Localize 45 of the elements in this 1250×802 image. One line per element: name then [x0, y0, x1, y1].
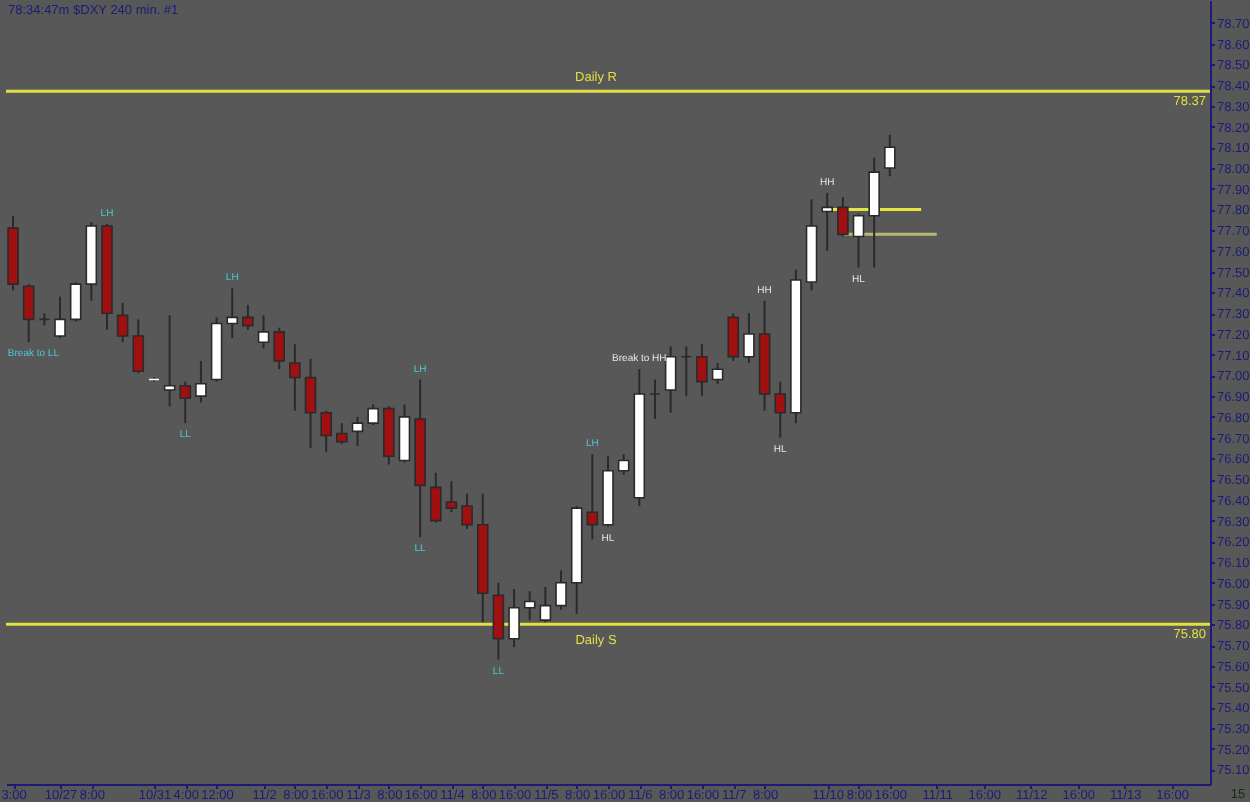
candlestick: [195, 359, 207, 404]
candlestick: [743, 312, 755, 364]
candlestick: [774, 380, 787, 439]
candlestick: [289, 343, 301, 412]
candlestick: [664, 345, 677, 414]
candlestick: [304, 357, 317, 449]
candlestick: [69, 281, 82, 323]
candlestick: [523, 590, 536, 622]
candlestick: [586, 453, 599, 541]
candlestick: [38, 312, 51, 327]
candlestick: [257, 314, 270, 350]
candlestick: [242, 303, 254, 331]
candlestick: [617, 453, 630, 476]
candlestick: [727, 312, 740, 362]
candlestick: [163, 314, 176, 408]
candlestick: [22, 283, 35, 344]
candlestick: [429, 471, 442, 524]
candlestick: [148, 376, 160, 383]
candlestick: [461, 492, 473, 530]
candlestick: [398, 403, 411, 464]
candlestick: [383, 405, 395, 466]
candlestick: [367, 403, 379, 427]
candlestick: [539, 585, 552, 624]
candlestick: [54, 295, 66, 340]
candlestick: [821, 191, 833, 252]
candlestick: [884, 133, 896, 178]
candlestick: [179, 380, 192, 425]
candlestick: [649, 378, 661, 420]
candlestick: [555, 569, 567, 611]
candlestick: [320, 409, 332, 454]
candlestick: [336, 422, 348, 445]
candlestick: [351, 415, 364, 447]
candlestick: [492, 581, 505, 661]
candlestick: [508, 588, 520, 649]
candlestick: [696, 343, 708, 398]
candlestick: [445, 480, 458, 514]
candlestick: [680, 345, 693, 398]
candlestick: [868, 156, 880, 269]
candlestick: [132, 318, 145, 375]
candlestick: [273, 326, 286, 371]
candlestick: [711, 361, 724, 385]
candlestick: [837, 196, 849, 238]
candlestick: [852, 212, 865, 269]
candlestick: [116, 301, 129, 344]
candlestick: [226, 287, 239, 340]
